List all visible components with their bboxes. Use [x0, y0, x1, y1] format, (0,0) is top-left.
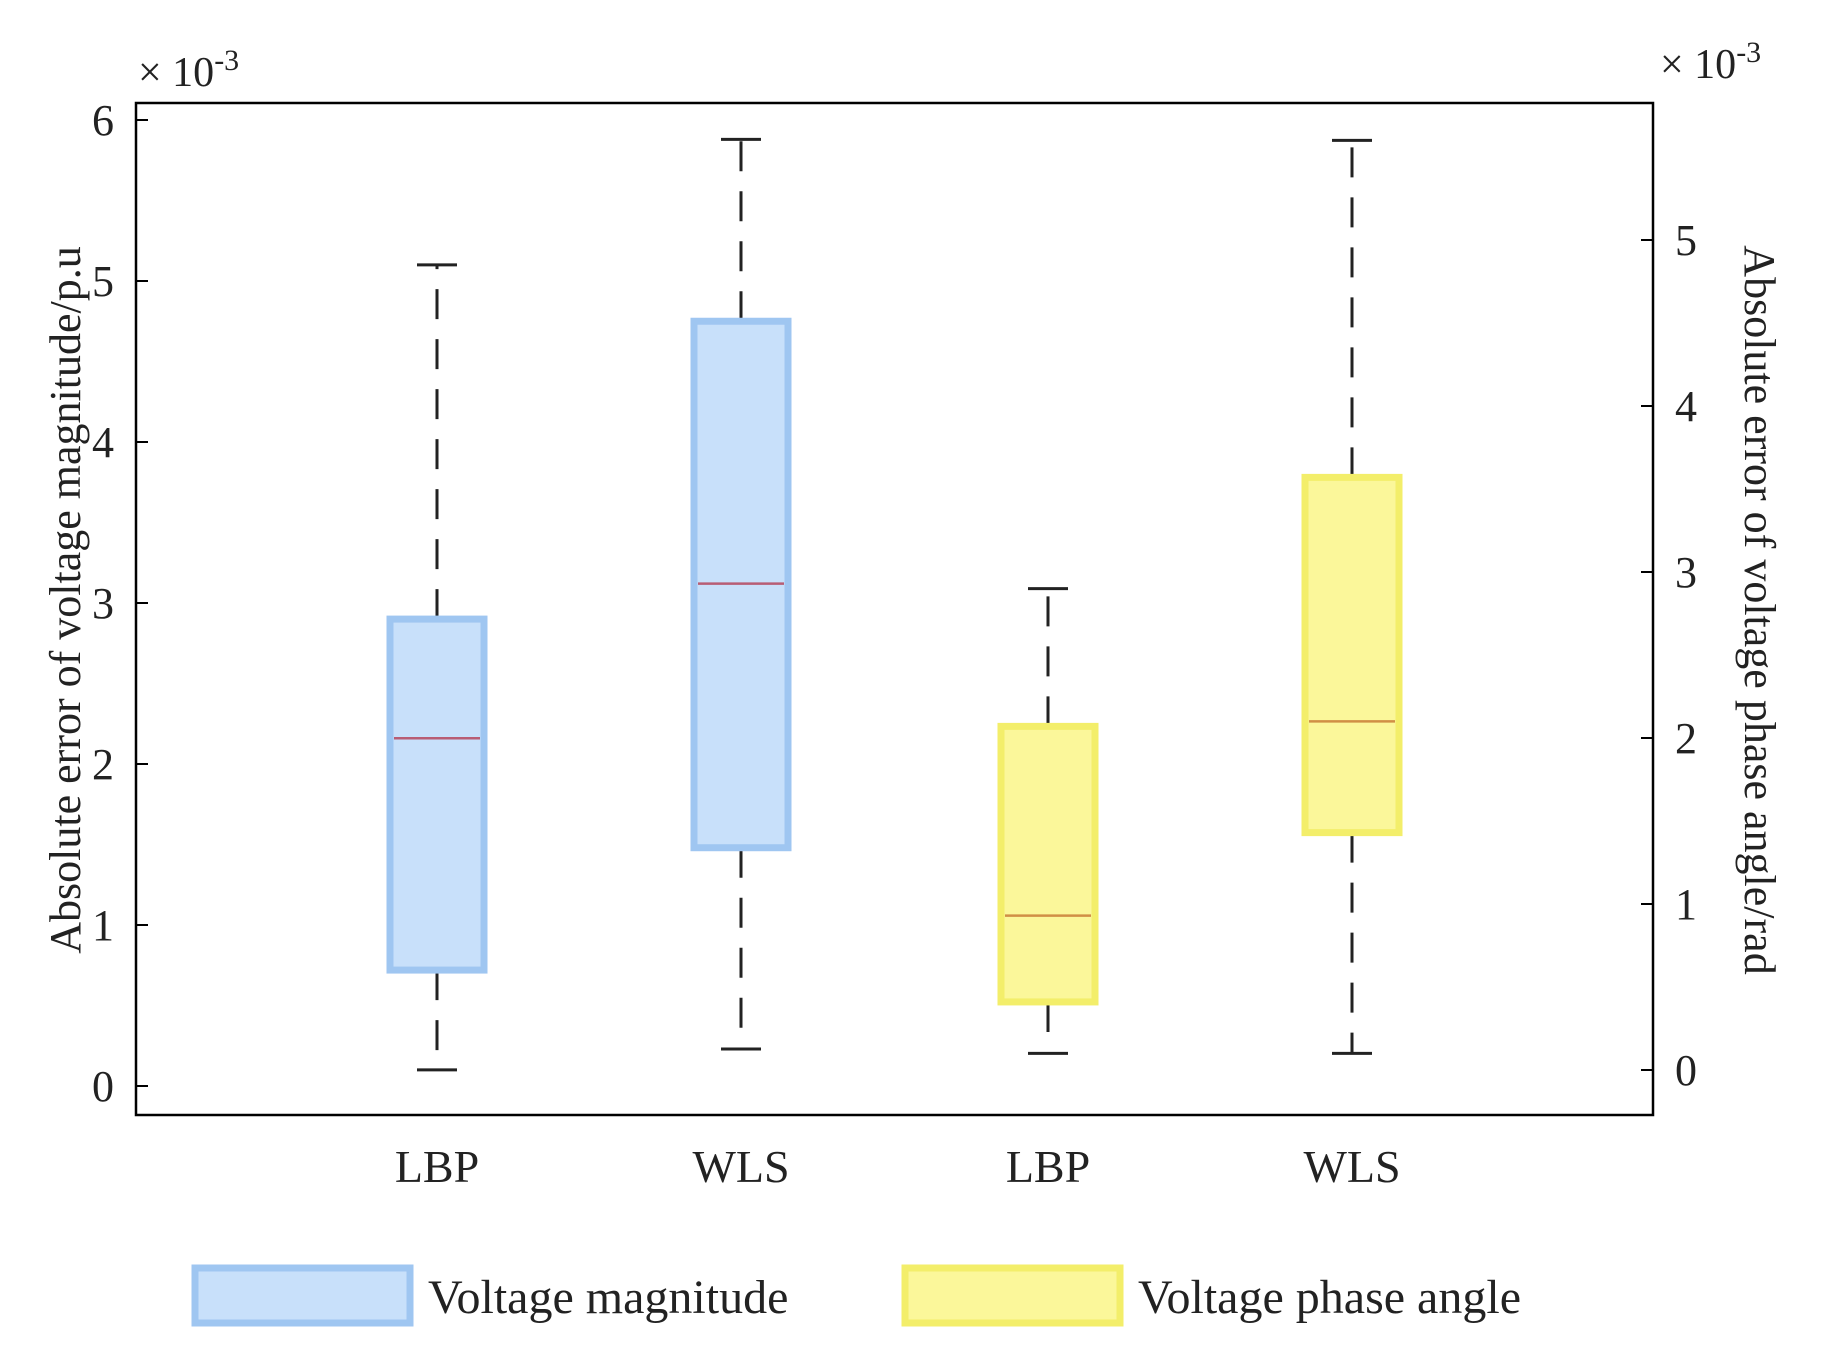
left-tick-label: 2	[92, 740, 114, 789]
right-tick-label: 5	[1675, 216, 1697, 265]
right-tick-label: 0	[1675, 1046, 1697, 1095]
category-label: WLS	[1303, 1141, 1400, 1192]
axes-frame	[134, 101, 1655, 1117]
left-tick-label: 5	[92, 257, 114, 306]
legend-swatch	[191, 1264, 414, 1327]
left-axis-title: Absolute error of voltage magnitude/p.u	[41, 246, 90, 953]
right-tick-label: 1	[1675, 880, 1697, 929]
left-tick-label: 4	[92, 418, 114, 467]
category-label: LBP	[395, 1141, 479, 1192]
right-axis-title: Absolute error of voltage phase angle/ra…	[1735, 245, 1784, 974]
legend-swatch	[901, 1264, 1124, 1327]
legend-label: Voltage phase angle	[1138, 1271, 1521, 1324]
right-axis-exponent: × 10-3	[1660, 36, 1761, 88]
right-tick-label: 3	[1675, 548, 1697, 597]
right-tick-label: 4	[1675, 382, 1697, 431]
legend-label: Voltage magnitude	[428, 1271, 788, 1324]
left-tick-label: 1	[92, 901, 114, 950]
box	[386, 615, 488, 974]
left-tick-label: 0	[92, 1062, 114, 1111]
right-tick-label: 2	[1675, 714, 1697, 763]
box	[1301, 473, 1403, 837]
left-tick-label: 3	[92, 579, 114, 628]
plot-area	[386, 137, 1403, 1072]
left-axis-exponent: × 10-3	[138, 44, 239, 96]
axes: × 10-3 × 10-3 Absolute error of voltage …	[41, 36, 1784, 1192]
left-tick-label: 6	[92, 96, 114, 145]
category-label: LBP	[1006, 1141, 1090, 1192]
category-label: WLS	[692, 1141, 789, 1192]
box	[997, 722, 1099, 1006]
legend: Voltage magnitude Voltage phase angle	[191, 1264, 1521, 1327]
